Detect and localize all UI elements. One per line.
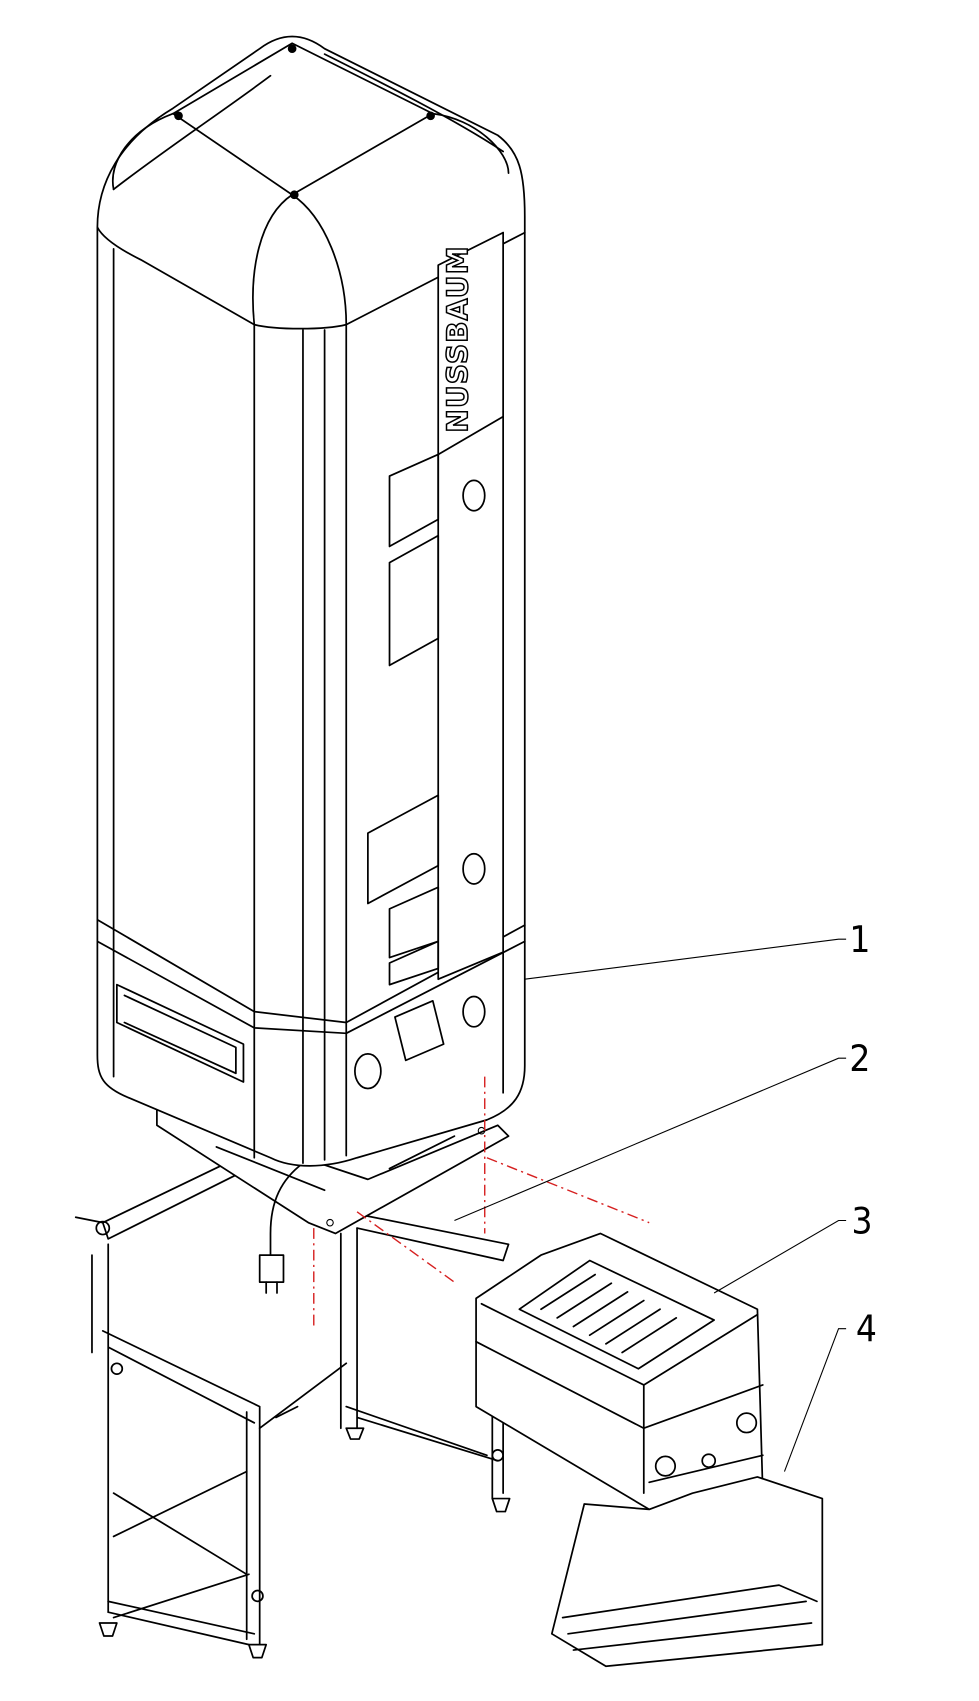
power-cord [258,1162,304,1294]
assembly: NUSSBAUM 1 2 3 4 [74,35,877,1668]
dispenser [475,1232,824,1668]
callout-label: 3 [852,1199,873,1242]
alignment-lines [313,1076,650,1326]
callout-label: 4 [856,1308,877,1351]
stand-frame [74,1151,511,1659]
tower: NUSSBAUM [96,35,526,1167]
callouts: 1 2 3 4 [454,918,877,1472]
callout-label: 1 [849,918,870,961]
brand-label: NUSSBAUM [441,245,474,432]
callout-label: 2 [849,1037,870,1080]
